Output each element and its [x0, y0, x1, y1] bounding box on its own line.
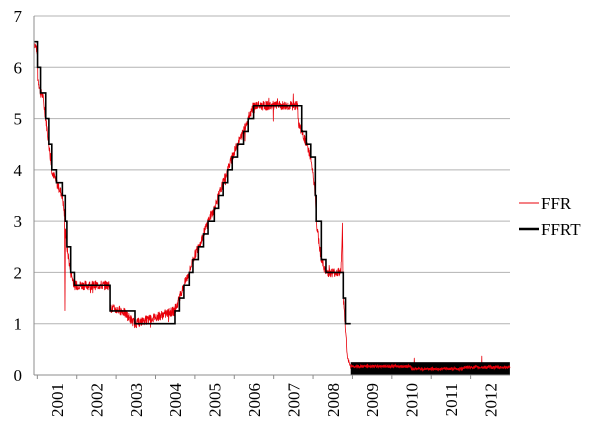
x-tick-label: 2007: [284, 383, 303, 418]
y-tick-label: 4: [14, 161, 23, 180]
y-tick-label: 6: [14, 58, 23, 77]
y-tick-label: 0: [14, 366, 23, 385]
x-tick-label: 2003: [127, 383, 146, 417]
x-tick-label: 2009: [363, 383, 382, 417]
series-ffr-line-low: [350, 363, 511, 372]
series-ffr-line: [33, 41, 511, 376]
y-tick-label: 5: [14, 110, 23, 129]
legend: FFR FFRT: [519, 194, 581, 239]
y-tick-label: 3: [14, 212, 23, 231]
x-tick-label: 2001: [48, 383, 67, 417]
x-tick-label: 2002: [87, 383, 106, 417]
x-tick-label: 2004: [166, 383, 185, 418]
x-tick-label: 2010: [403, 383, 422, 417]
y-tick-label: 1: [14, 315, 23, 334]
grid-lines: [34, 15, 510, 325]
x-tick-label: 2006: [245, 383, 264, 417]
x-tick-label: 2011: [442, 383, 461, 416]
axes: 0 1 2 3 4 5 6 7 2001 2002 2003 2004 2005 2006 2007 2008…: [14, 7, 510, 418]
series-layer: [33, 40, 511, 376]
x-tick-label: 2005: [206, 383, 225, 417]
legend-label-ffr: FFR: [541, 194, 572, 213]
x-tick-label: 2012: [481, 383, 500, 417]
legend-label-ffrt: FFRT: [541, 220, 581, 239]
x-tick-label: 2008: [324, 383, 343, 417]
y-tick-label: 7: [14, 7, 23, 26]
series-ffrt-line: [34, 40, 351, 325]
y-tick-label: 2: [14, 263, 23, 282]
